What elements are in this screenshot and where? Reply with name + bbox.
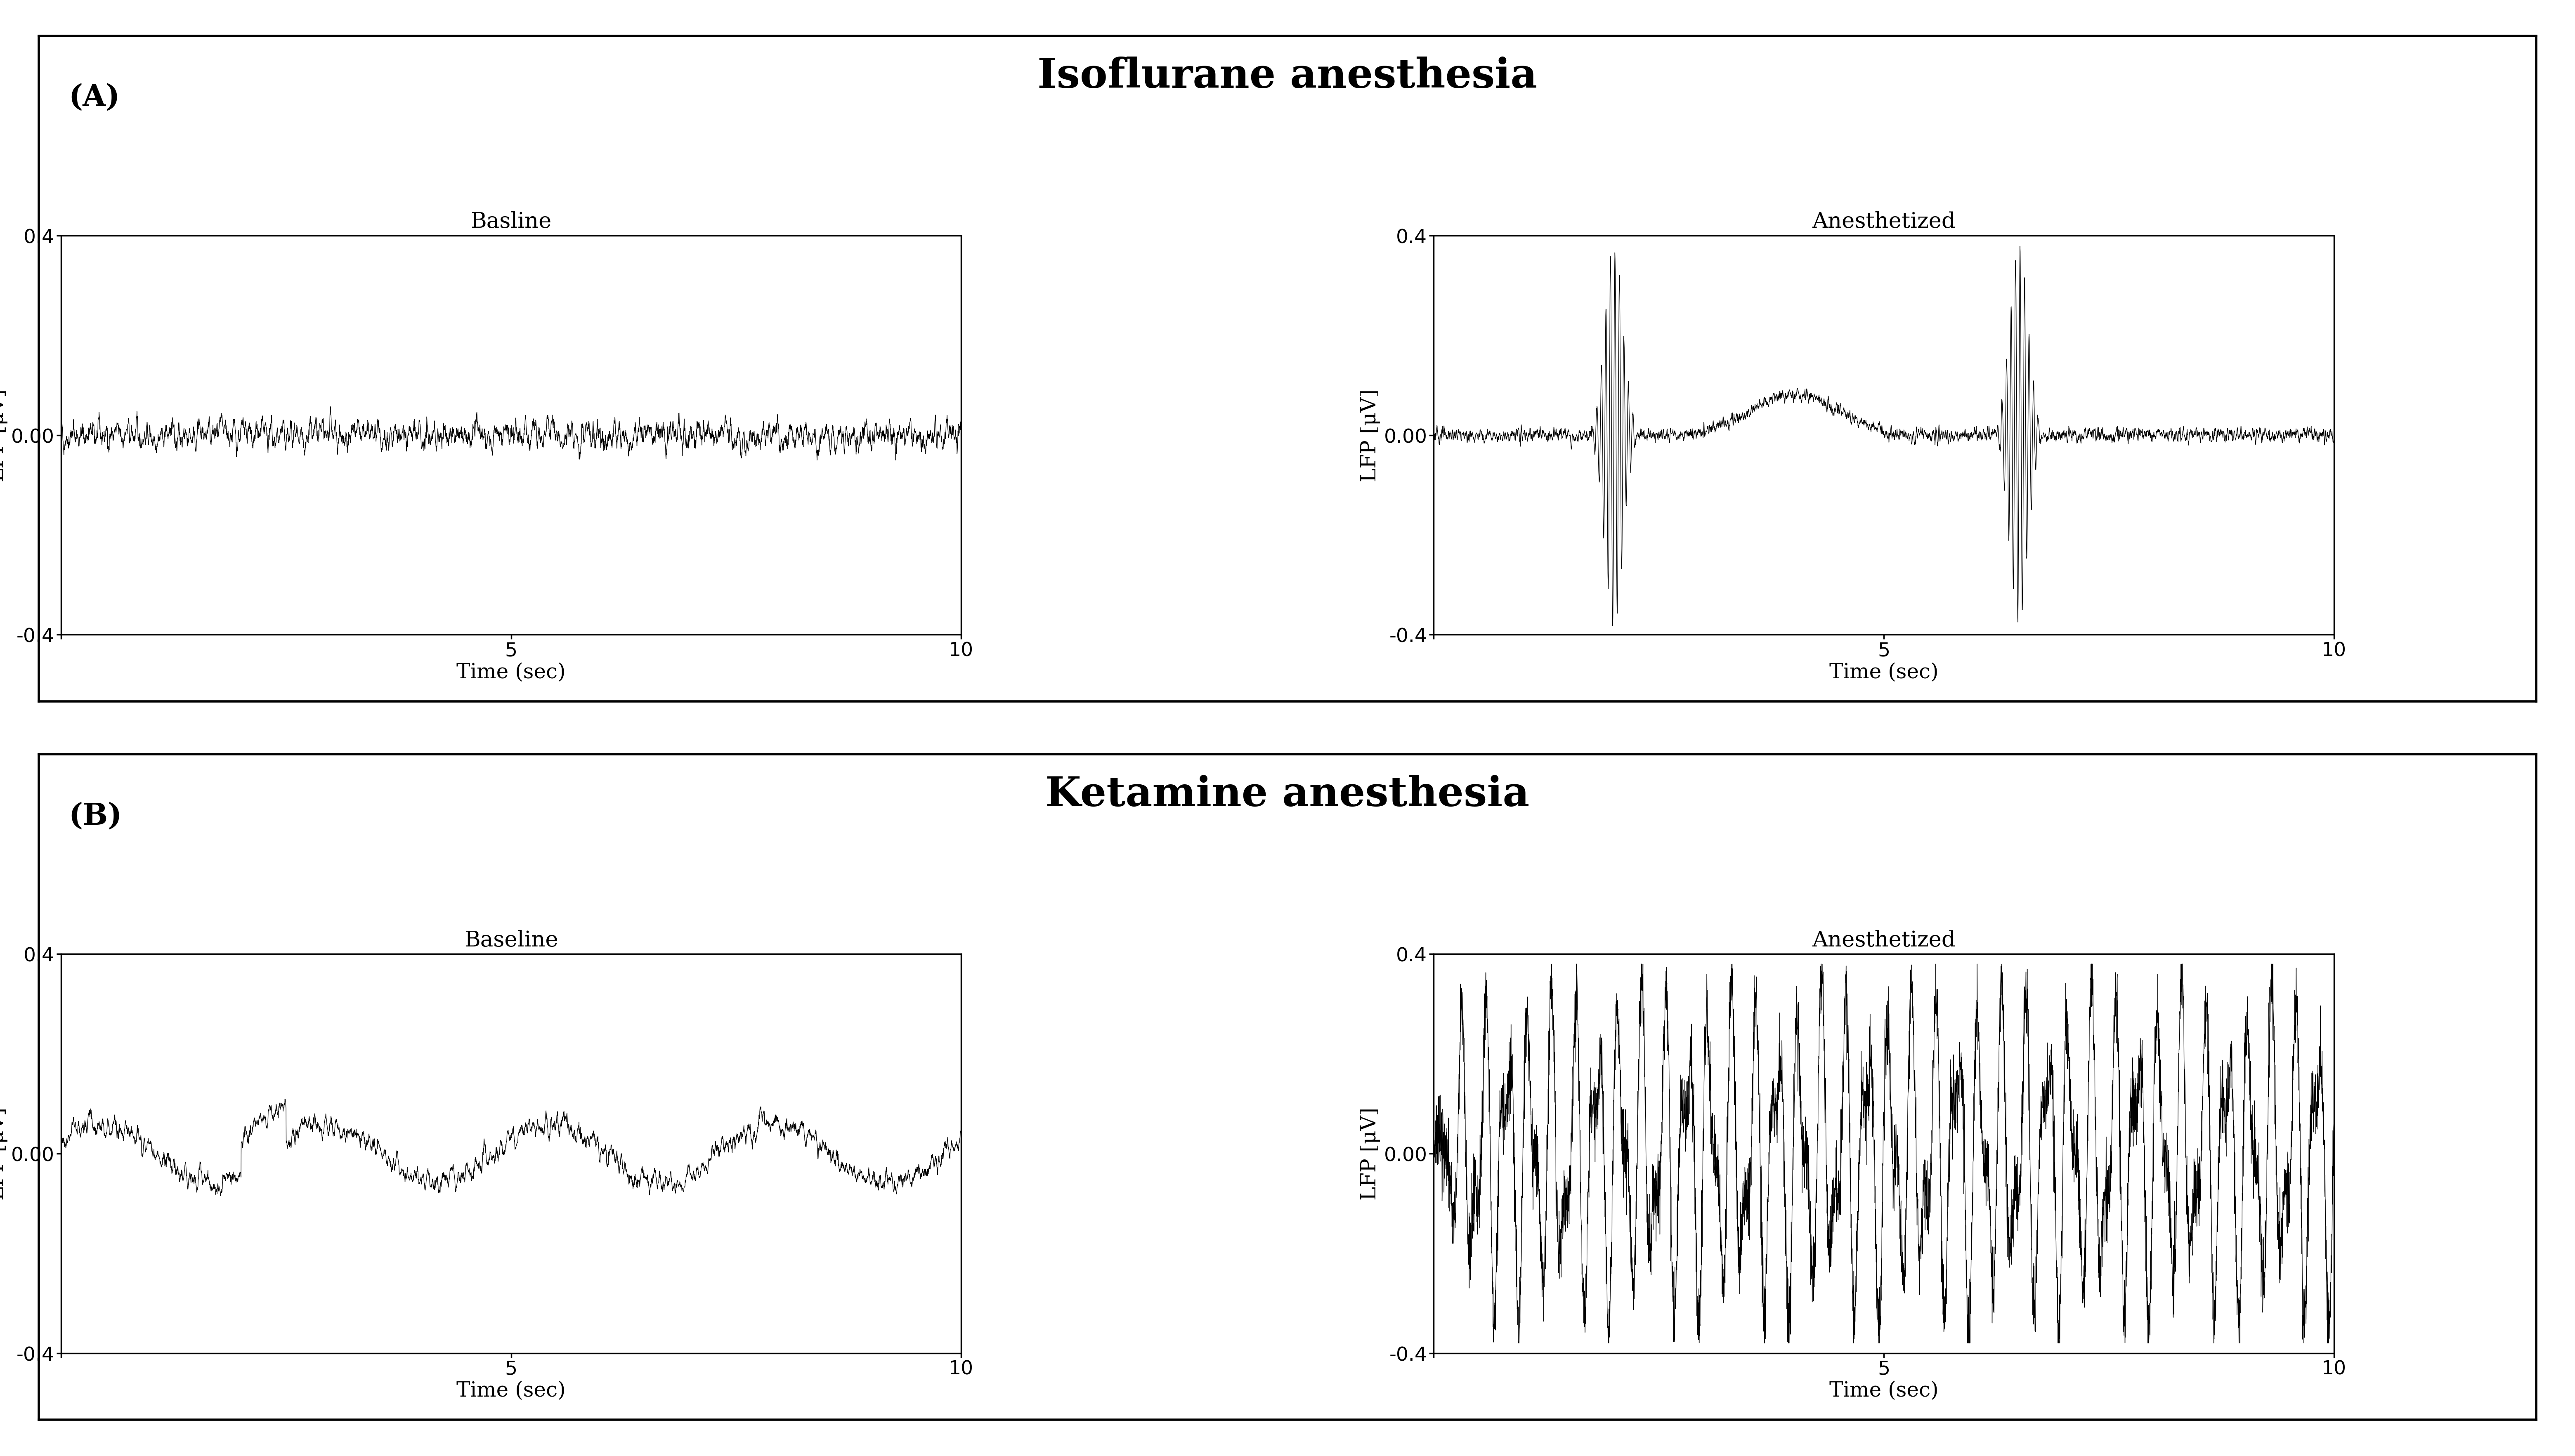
X-axis label: Time (sec): Time (sec) (1828, 662, 1939, 683)
Title: Anesthetized: Anesthetized (1813, 929, 1954, 951)
X-axis label: Time (sec): Time (sec) (1828, 1380, 1939, 1401)
Y-axis label: LFP [μV]: LFP [μV] (0, 1107, 8, 1200)
X-axis label: Time (sec): Time (sec) (456, 1380, 566, 1401)
Text: (A): (A) (70, 83, 121, 112)
Text: Ketamine anesthesia: Ketamine anesthesia (1045, 775, 1530, 814)
Title: Basline: Basline (471, 211, 551, 233)
Text: (B): (B) (70, 801, 121, 830)
Y-axis label: LFP [μV]: LFP [μV] (0, 389, 8, 482)
Text: Isoflurane anesthesia: Isoflurane anesthesia (1038, 57, 1537, 96)
Y-axis label: LFP [μV]: LFP [μV] (1360, 1107, 1380, 1200)
Y-axis label: LFP [μV]: LFP [μV] (1360, 389, 1380, 482)
X-axis label: Time (sec): Time (sec) (456, 662, 566, 683)
Title: Baseline: Baseline (464, 929, 559, 951)
Title: Anesthetized: Anesthetized (1813, 211, 1954, 233)
